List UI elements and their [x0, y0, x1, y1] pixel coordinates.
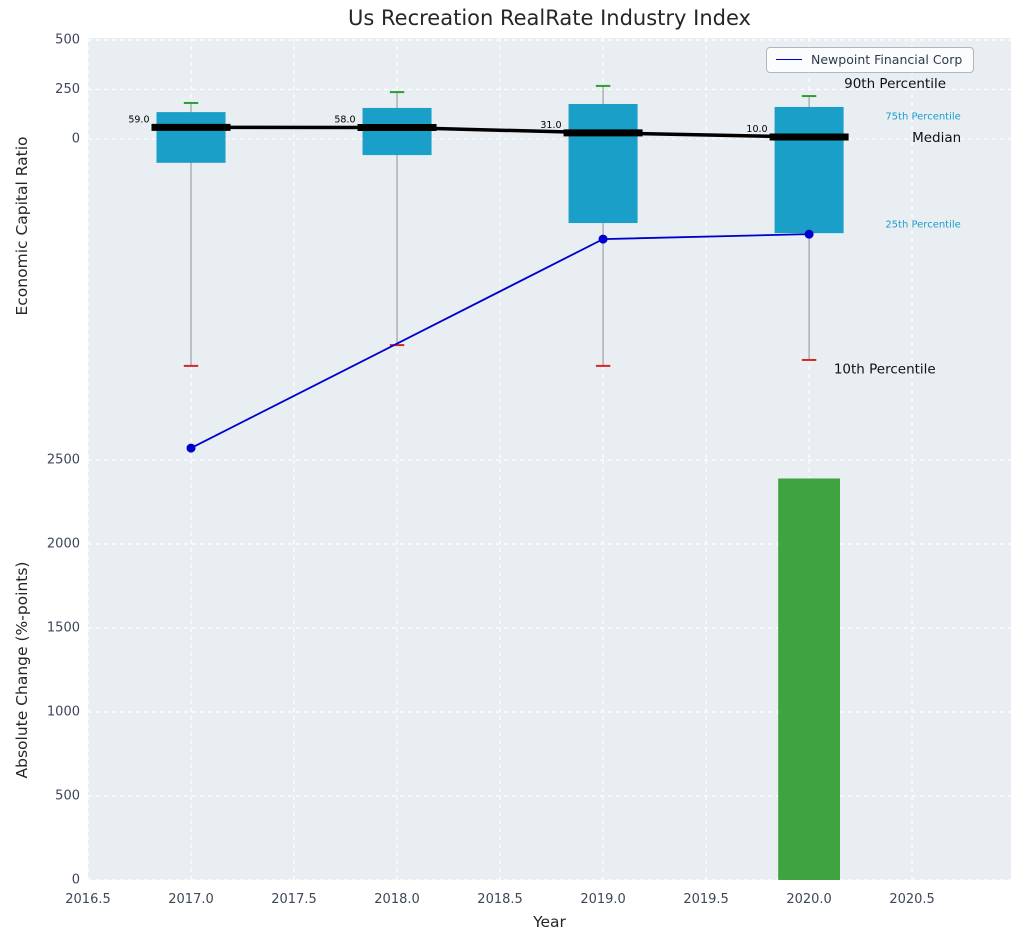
median-value-label: 31.0 — [540, 120, 561, 131]
x-tick-label: 2020.0 — [786, 892, 832, 907]
bottom-y-tick-label: 0 — [72, 873, 80, 888]
legend: Newpoint Financial Corp — [766, 47, 975, 73]
bottom-plot-background — [88, 460, 1011, 880]
percentile-label: 90th Percentile — [844, 76, 946, 92]
bottom-y-tick-label: 500 — [55, 789, 80, 804]
bottom-y-tick-label: 2500 — [47, 453, 80, 468]
bottom-y-tick-label: 1500 — [47, 621, 80, 636]
iqr-box-2018 — [362, 107, 432, 156]
x-tick-label: 2017.0 — [168, 892, 214, 907]
percentile-label: 10th Percentile — [834, 361, 936, 377]
median-value-label: 58.0 — [334, 115, 355, 126]
legend-label: Newpoint Financial Corp — [811, 52, 963, 67]
median-connector-line — [191, 125, 810, 139]
median-value-label: 10.0 — [746, 124, 767, 135]
bottom-y-axis-label: Absolute Change (%-points) — [13, 561, 31, 779]
x-tick-label: 2018.5 — [477, 892, 523, 907]
x-tick-label: 2019.5 — [683, 892, 729, 907]
x-tick-label: 2019.0 — [580, 892, 626, 907]
top-plot-background — [88, 38, 1011, 460]
top-y-tick-label: 500 — [55, 32, 80, 47]
bottom-y-tick-label: 2000 — [47, 537, 80, 552]
top-y-tick-label: 0 — [72, 132, 80, 147]
bottom-y-tick-label: 1000 — [47, 705, 80, 720]
median-value-label: 59.0 — [128, 114, 149, 125]
x-axis-label: Year — [533, 913, 566, 931]
company-series-marker — [598, 234, 608, 244]
percentile-label: 75th Percentile — [885, 112, 961, 123]
chart-title: Us Recreation RealRate Industry Index — [348, 6, 751, 30]
iqr-box-2019 — [568, 103, 638, 224]
x-tick-label: 2020.5 — [889, 892, 935, 907]
company-series-marker — [186, 443, 196, 453]
percentile-label: 25th Percentile — [885, 220, 961, 231]
change-bar-2020 — [778, 478, 840, 880]
top-y-axis-label: Economic Capital Ratio — [13, 136, 31, 316]
company-series-marker — [804, 229, 814, 239]
percentile-label: Median — [912, 130, 961, 146]
iqr-box-2017 — [156, 112, 226, 163]
x-tick-label: 2016.5 — [65, 892, 111, 907]
x-tick-label: 2018.0 — [374, 892, 420, 907]
legend-line-sample-icon — [776, 59, 802, 60]
iqr-box-2020 — [774, 106, 844, 234]
x-tick-label: 2017.5 — [271, 892, 317, 907]
top-y-tick-label: 250 — [55, 82, 80, 97]
